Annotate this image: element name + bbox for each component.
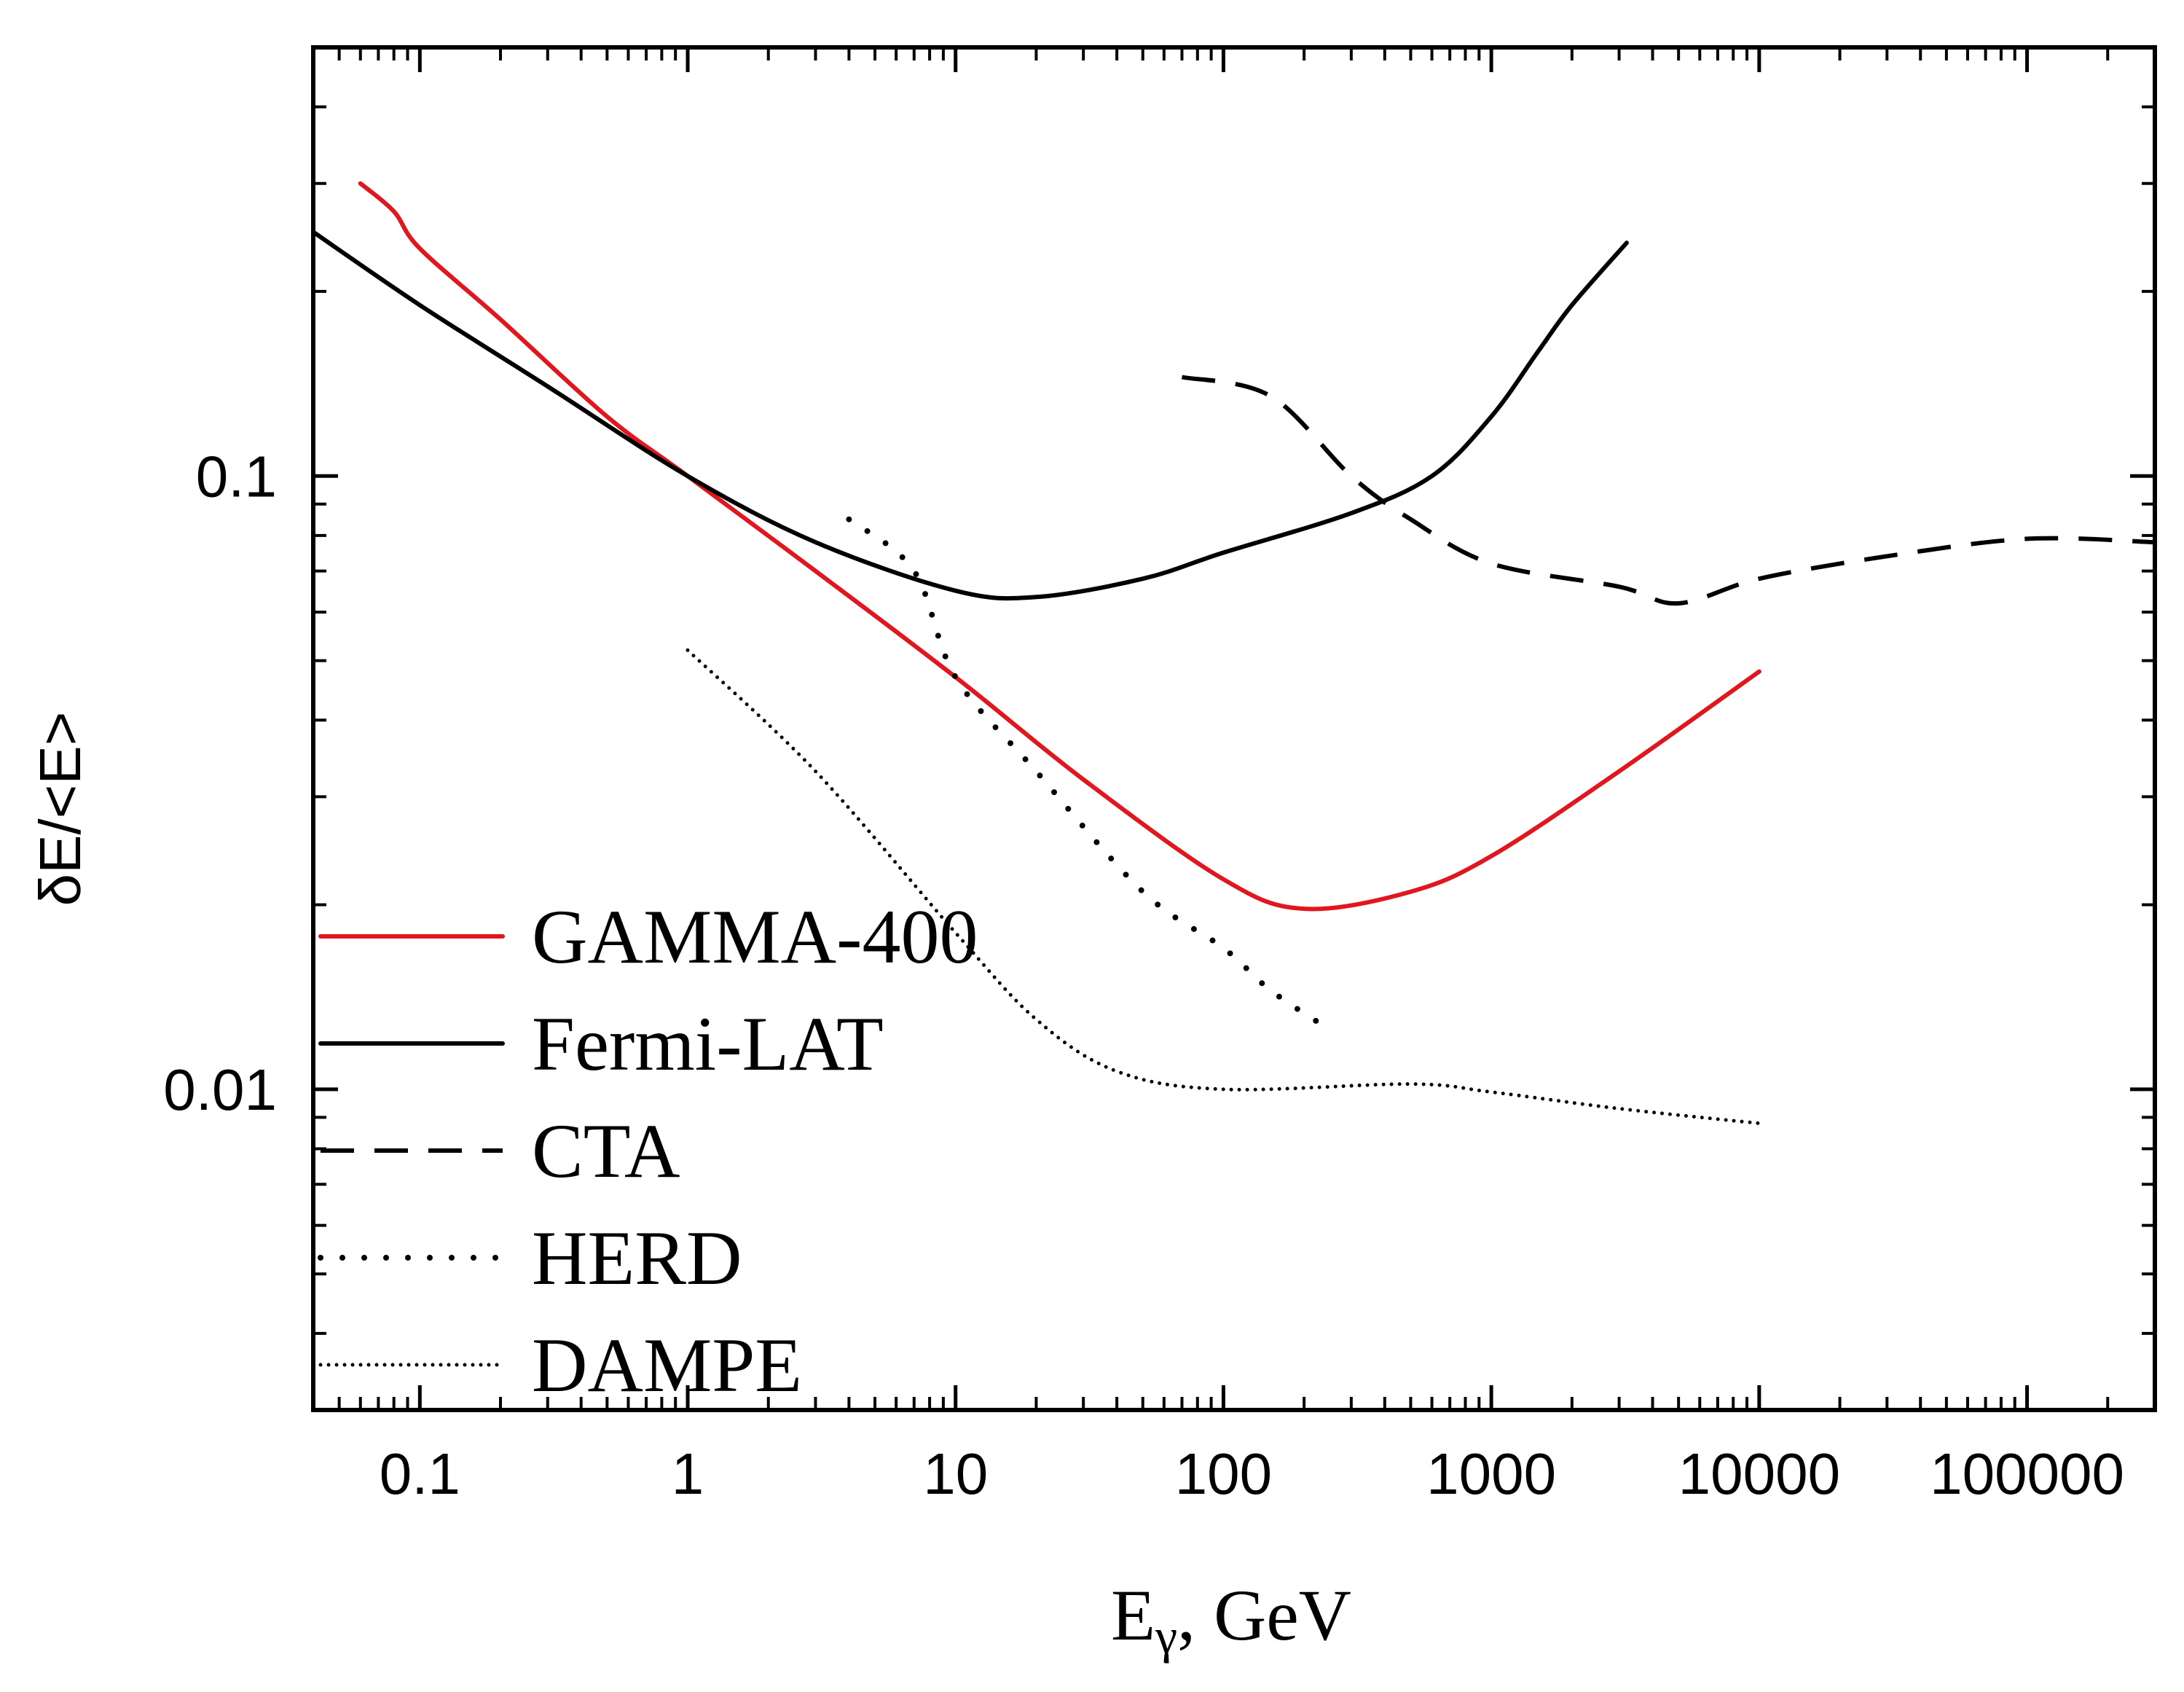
plot-series (311, 181, 2156, 1126)
tick-labels: 0.1 1 10 100 1000 10000 100000 0.1 0.01 (163, 444, 2124, 1506)
axis-ticks (312, 46, 2156, 1411)
y-axis-title: δE/<E> (28, 712, 93, 906)
x-tick-label: 1000 (1426, 1441, 1556, 1506)
series-herd (846, 516, 1333, 1033)
series-fermi-lat (311, 230, 1629, 601)
legend-label-fermi-lat: Fermi-LAT (532, 1001, 884, 1086)
x-tick-label: 100 (1175, 1441, 1272, 1506)
series-cta (1181, 375, 2156, 606)
x-axis-title: Eγ, GeV (1111, 1575, 1351, 1664)
series-dampe (686, 648, 1761, 1126)
x-axis-title-main: E (1111, 1575, 1155, 1656)
x-axis-title-suffix: , GeV (1177, 1575, 1351, 1656)
x-axis-title-subscript: γ (1155, 1608, 1177, 1664)
x-tick-label: 1 (672, 1441, 704, 1506)
x-tick-label: 10 (923, 1441, 988, 1506)
legend-label-gamma-400: GAMMA-400 (532, 894, 978, 979)
series-gamma-400 (358, 181, 1761, 912)
legend: GAMMA-400 Fermi-LAT CTA HERD DAMPE (318, 894, 978, 1408)
x-tick-label: 100000 (1930, 1441, 2124, 1506)
legend-label-dampe: DAMPE (532, 1323, 802, 1408)
legend-label-herd: HERD (532, 1215, 742, 1301)
y-tick-label: 0.01 (163, 1057, 277, 1122)
y-tick-label: 0.1 (196, 444, 277, 509)
x-tick-label: 0.1 (380, 1441, 460, 1506)
plot-frame (311, 45, 2157, 1412)
x-tick-label: 10000 (1678, 1441, 1840, 1506)
legend-label-cta: CTA (532, 1108, 680, 1194)
